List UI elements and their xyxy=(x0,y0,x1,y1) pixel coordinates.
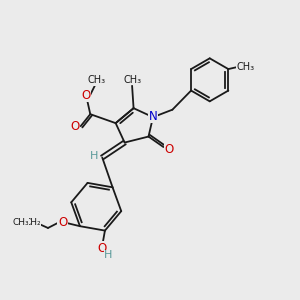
Text: O: O xyxy=(70,120,80,133)
Text: CH₃: CH₃ xyxy=(123,75,141,85)
Text: O: O xyxy=(58,216,67,229)
Text: H: H xyxy=(90,151,98,161)
Text: N: N xyxy=(148,110,158,123)
Text: O: O xyxy=(81,89,90,102)
Text: O: O xyxy=(165,143,174,156)
Text: CH₃: CH₃ xyxy=(236,62,254,72)
Text: O: O xyxy=(97,242,106,255)
Text: H: H xyxy=(104,250,113,260)
Text: CH₃: CH₃ xyxy=(87,75,105,85)
Text: CH₂: CH₂ xyxy=(24,218,41,227)
Text: CH₃: CH₃ xyxy=(12,218,29,227)
